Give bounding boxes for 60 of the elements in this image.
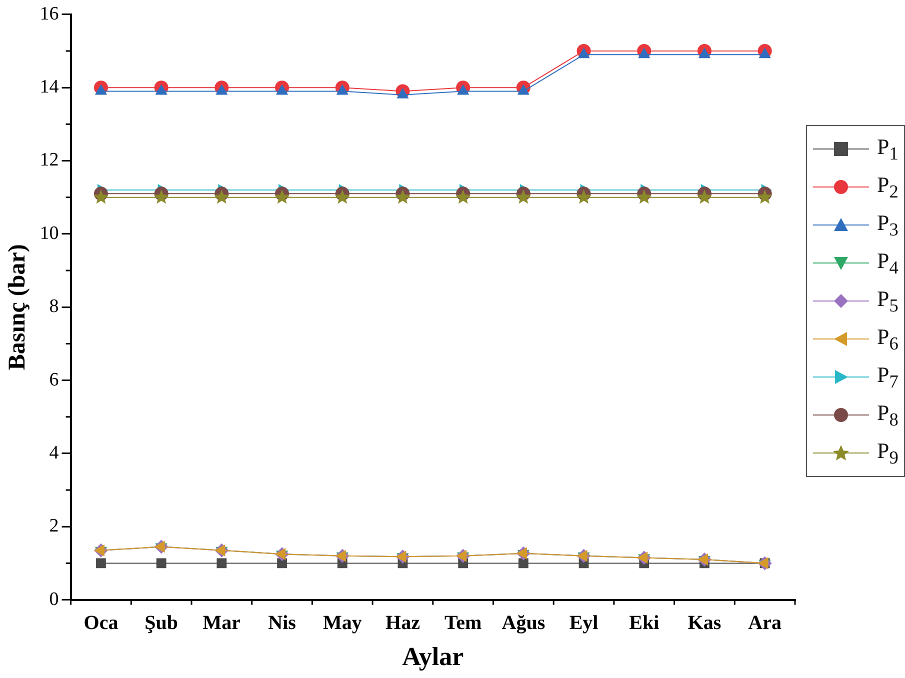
point	[155, 84, 168, 95]
y-tick-label: 12	[40, 150, 59, 171]
legend-label: P$_{7}$	[877, 362, 898, 392]
y-tick-label: 6	[49, 369, 59, 390]
point	[216, 84, 228, 95]
y-tick-label: 14	[40, 76, 60, 98]
point	[758, 48, 771, 58]
point	[757, 189, 772, 204]
point	[396, 88, 409, 98]
point	[518, 558, 528, 568]
legend-label: P$_{6}$	[877, 324, 898, 354]
x-axis-title: Aylar	[402, 642, 464, 672]
x-tick-label: Haz	[386, 612, 420, 634]
x-tick-label: Kas	[688, 612, 722, 634]
y-tick-label: 16	[40, 3, 59, 24]
x-tick-label: Nis	[268, 612, 296, 634]
point	[214, 189, 230, 204]
y-tick-label: 4	[49, 442, 60, 464]
point	[276, 84, 288, 95]
x-tick-label: May	[322, 612, 362, 634]
legend-label: P$_{8}$	[877, 400, 898, 430]
x-tick-label: Tem	[444, 612, 482, 634]
x-tick-label: Ara	[748, 612, 782, 634]
point	[395, 189, 410, 204]
point	[216, 558, 227, 568]
point	[93, 189, 109, 204]
y-axis-title: Basınç (bar)	[4, 244, 31, 370]
legend-label: P$_{2}$	[877, 172, 898, 202]
point	[638, 48, 650, 58]
x-tick-label: Eki	[629, 612, 660, 634]
legend-label: P$_{9}$	[877, 438, 898, 468]
y-tick-label: 2	[49, 516, 59, 537]
x-tick-label: Şub	[144, 612, 178, 634]
point	[336, 84, 348, 95]
point	[517, 84, 530, 95]
legend-label: P$_{5}$	[877, 286, 898, 316]
point	[578, 48, 590, 58]
point	[698, 48, 711, 58]
legend-label: P$_{4}$	[877, 248, 898, 278]
legend-label: P$_{3}$	[877, 210, 898, 240]
point	[455, 189, 471, 204]
point	[154, 189, 169, 204]
y-tick-label: 0	[49, 588, 59, 610]
point	[576, 189, 592, 204]
y-tick-label: 10	[40, 222, 59, 244]
legend-label: P$_{1}$	[877, 134, 898, 164]
point	[156, 558, 166, 568]
point	[274, 189, 290, 204]
x-tick-label: Eyl	[569, 612, 599, 634]
point	[94, 84, 108, 95]
point	[636, 189, 652, 204]
x-tick-label: Ağus	[502, 612, 546, 634]
point	[696, 189, 712, 204]
point	[334, 189, 350, 204]
x-tick-label: Mar	[202, 612, 241, 634]
point	[516, 189, 532, 204]
point	[457, 84, 470, 95]
point	[96, 558, 106, 568]
y-tick-label: 8	[49, 296, 59, 318]
x-tick-label: Oca	[84, 612, 118, 634]
